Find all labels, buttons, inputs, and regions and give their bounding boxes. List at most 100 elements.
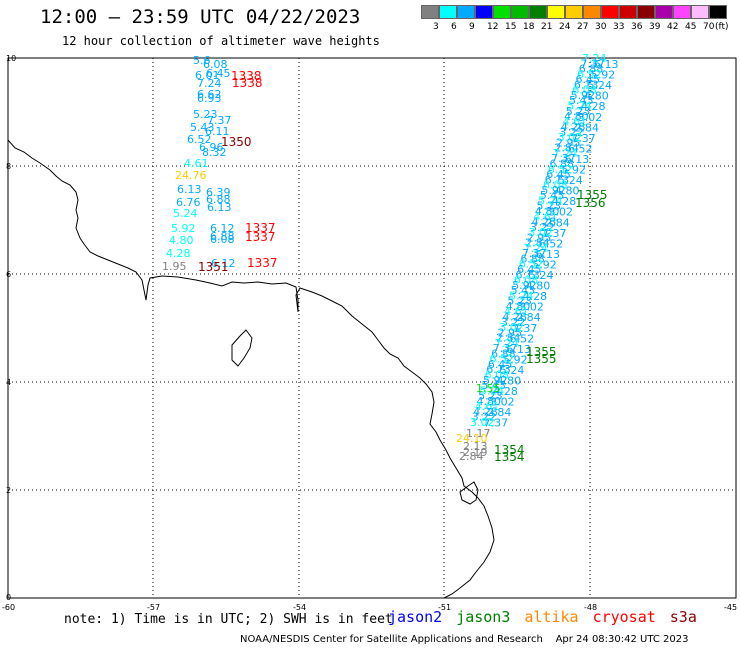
wave-height-value: 4.61	[533, 210, 558, 223]
wave-height-value: 6.52	[489, 353, 514, 366]
satellite-key-s3a: s3a	[669, 608, 697, 626]
legend-label: 33	[613, 22, 625, 32]
legend-swatch	[457, 5, 475, 19]
legend-swatch	[601, 5, 619, 19]
wave-height-value: 6.52	[548, 163, 573, 176]
island-marajo-outline	[459, 481, 479, 505]
wave-height-value: 4.28	[532, 216, 557, 229]
wave-height-value: 6.45	[488, 358, 513, 371]
pass-time-label: 1351	[198, 260, 229, 274]
map-subtitle: 12 hour collection of altimeter wave hei…	[62, 34, 380, 48]
wave-height-value: 3.22	[501, 316, 526, 329]
wave-height-value: 6.52	[510, 332, 535, 345]
satellite-key-jason3: jason3	[456, 608, 511, 626]
wave-height-value: 2.19	[463, 446, 488, 459]
wave-height-value: 6.52	[577, 68, 602, 81]
wave-height-value: 6.08	[572, 84, 597, 97]
wave-height-value: 5.24	[538, 194, 563, 207]
wave-height-value: 4.61	[504, 305, 528, 318]
green-observation-label: 1.55	[476, 382, 501, 395]
legend-swatch	[421, 5, 439, 19]
legend-swatch-row	[421, 5, 727, 19]
wave-height-value: 5.24	[509, 289, 534, 302]
wave-height-value: 5.92	[571, 89, 596, 102]
wave-height-value: 4.28	[493, 385, 518, 398]
legend-label: 30	[595, 22, 607, 32]
wave-height-value: 7.37	[571, 132, 596, 145]
wave-height-value: 1.17	[466, 427, 491, 440]
wave-height-value: 6.39	[206, 186, 231, 199]
wave-height-value: 4.61	[184, 157, 209, 170]
wave-height-value: 3.22	[559, 126, 584, 139]
wave-height-value: 4.80	[169, 234, 194, 247]
longitude-tick-label: -51	[438, 603, 451, 612]
pass-time-label: 1337	[245, 230, 276, 244]
wave-height-value: 4.61	[563, 115, 588, 128]
wave-height-value: 4.28	[581, 100, 606, 113]
wave-height-value: 6.08	[543, 179, 568, 192]
wave-height-value: 6.52	[568, 142, 593, 155]
wave-height-value: 7.37	[551, 152, 576, 165]
wave-height-value: 3.02	[578, 111, 603, 124]
wave-height-value: 2.13	[463, 440, 488, 453]
legend-label: 18	[523, 22, 535, 32]
wave-height-value: 3.02	[558, 131, 583, 144]
wave-height-value: 2.84	[459, 450, 484, 463]
wave-height-value: 6.93	[197, 92, 222, 105]
wave-height-value: 5.43	[190, 121, 215, 134]
legend-swatch	[691, 5, 709, 19]
wave-height-value: 6.88	[579, 63, 604, 76]
pass-time-label: 1338	[231, 69, 262, 83]
wave-height-value: 5.24	[480, 384, 505, 397]
wave-height-value: 6.13	[574, 78, 599, 91]
longitude-tick-label: -54	[293, 603, 306, 612]
wave-height-value: 7.24	[553, 147, 578, 160]
pass-time-label: 1354	[494, 450, 525, 464]
wave-height-value: 4.28	[523, 290, 548, 303]
legend-swatch	[637, 5, 655, 19]
lat-lon-grid	[8, 58, 736, 598]
pass-time-label: 1355	[577, 188, 608, 202]
wave-height-value: 6.52	[187, 133, 212, 146]
wave-height-value: 2.84	[516, 311, 541, 324]
wave-height-value: 4.80	[584, 90, 609, 103]
wave-height-value: 4.80	[497, 375, 522, 388]
wave-height-value: 7.24	[582, 52, 607, 65]
wave-height-value: 4.28	[561, 121, 586, 134]
latitude-tick-label: 0	[6, 593, 11, 602]
legend-swatch	[619, 5, 637, 19]
footer-note: note: 1) Time is in UTC; 2) SWH is in fe…	[64, 612, 393, 627]
wave-height-value: 6.08	[514, 274, 539, 287]
wave-height-value: 7.24	[494, 337, 519, 350]
observations-west-track: 5.66.086.016.457.246.626.935.237.375.436…	[162, 54, 236, 273]
legend-label: 36	[631, 22, 643, 32]
legend-label: 24	[559, 22, 571, 32]
lake-outline	[231, 329, 253, 367]
pass-time-label: 1355	[526, 345, 557, 359]
wave-height-value: 3.02	[490, 396, 515, 409]
wave-height-value: 6.96	[199, 141, 224, 154]
wave-height-value: 7.37	[493, 342, 517, 355]
wave-height-value: 5.24	[500, 364, 525, 377]
wave-height-value: 3.02	[528, 226, 553, 239]
wave-height-value: 5.92	[562, 164, 587, 177]
legend-unit: (ft)	[715, 22, 729, 32]
wave-height-value: 5.92	[503, 353, 528, 366]
legend-label-row: 3 6 9 12 15 18 21 24 27 30 33 36 39 42 45 70 (ft)	[421, 22, 740, 36]
satellite-key: jason2 jason3 altika cryosat s3a	[388, 608, 711, 626]
wave-height-value: 4.61	[475, 400, 500, 413]
wave-height-value: 6.45	[206, 67, 231, 80]
wave-height-value: 6.13	[594, 58, 619, 71]
wave-height-value: 3.22	[530, 221, 555, 234]
wave-height-value: 2.84	[545, 216, 570, 229]
legend-label: 45	[685, 22, 697, 32]
wave-height-value: 6.08	[485, 369, 510, 382]
wave-height-value: 7.37	[207, 114, 232, 127]
wave-height-value: 6.12	[211, 257, 236, 270]
wave-height-value: 4.28	[502, 310, 526, 323]
wave-height-value: 5.43	[540, 189, 565, 202]
legend-label: 3	[433, 22, 439, 32]
